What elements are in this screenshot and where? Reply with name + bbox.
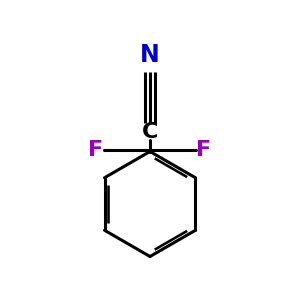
Text: C: C [142, 122, 158, 142]
Text: F: F [196, 140, 211, 160]
Text: N: N [140, 43, 160, 67]
Text: F: F [88, 140, 104, 160]
